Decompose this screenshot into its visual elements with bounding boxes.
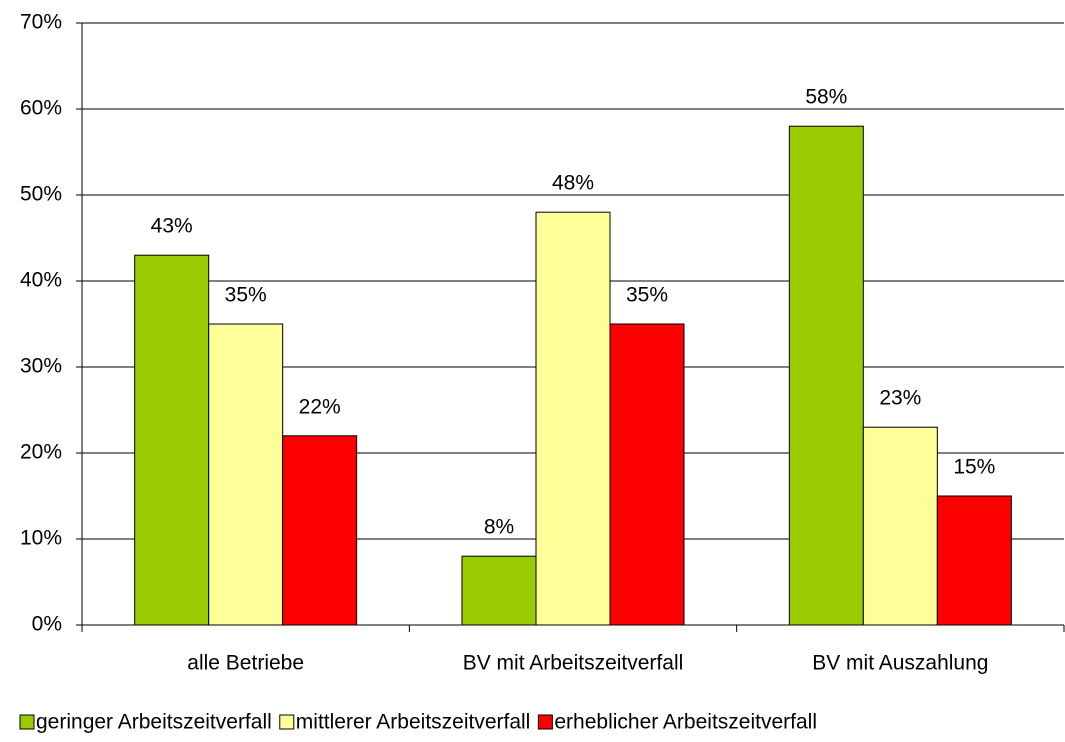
legend-swatch [537, 714, 553, 730]
data-label: 43% [151, 215, 193, 238]
data-label: 58% [805, 86, 847, 109]
bar [535, 211, 611, 626]
x-tick-label: BV mit Arbeitszeitverfall [463, 652, 684, 675]
y-tick-label: 30% [20, 355, 62, 378]
bar [134, 254, 210, 626]
legend-label: geringer Arbeitszeitverfall [36, 711, 272, 734]
data-label: 35% [225, 284, 267, 307]
legend-swatch [19, 714, 35, 730]
y-tick-label: 20% [20, 441, 62, 464]
bar [609, 323, 685, 626]
y-tick-label: 40% [20, 269, 62, 292]
data-label: 22% [299, 395, 341, 418]
data-label: 35% [626, 284, 668, 307]
bar [208, 323, 284, 626]
bar [461, 555, 537, 626]
bar [936, 495, 1012, 626]
x-tick-label: BV mit Auszahlung [812, 652, 988, 675]
data-label: 8% [484, 516, 514, 539]
y-tick-label: 0% [32, 613, 62, 636]
data-label: 15% [953, 456, 995, 479]
legend-label: mittlerer Arbeitszeitverfall [296, 711, 531, 734]
y-tick-label: 50% [20, 183, 62, 206]
bar [788, 125, 864, 626]
data-label: 23% [879, 387, 921, 410]
bar [862, 426, 938, 626]
legend-label: erheblicher Arbeitszeitverfall [554, 711, 817, 734]
legend-swatch [279, 714, 295, 730]
bar [282, 435, 358, 626]
x-tick-label: alle Betriebe [187, 652, 304, 675]
y-tick-label: 70% [20, 11, 62, 34]
y-tick-label: 10% [20, 527, 62, 550]
data-label: 48% [552, 172, 594, 195]
y-tick-label: 60% [20, 97, 62, 120]
